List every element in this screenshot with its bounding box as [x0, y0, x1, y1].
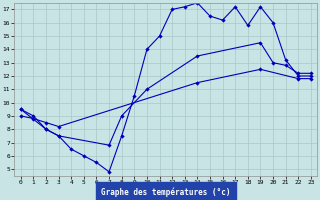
X-axis label: Graphe des températures (°c): Graphe des températures (°c) — [101, 188, 231, 197]
